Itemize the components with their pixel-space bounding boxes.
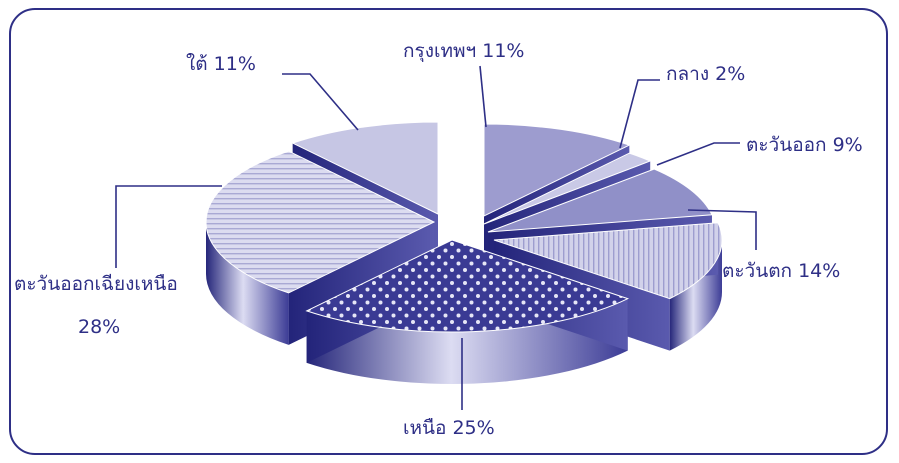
slice-label: เหนือ 25% <box>403 417 495 439</box>
slice-top <box>483 152 652 225</box>
leader-line <box>656 142 740 166</box>
leader-line <box>619 79 660 149</box>
slice-label: ตะวันออกเฉียงเหนือ <box>14 273 178 295</box>
slice-label: กลาง 2% <box>666 63 745 85</box>
slice-side <box>306 298 628 384</box>
slice-top <box>493 222 723 300</box>
slice-top <box>291 121 439 215</box>
leader-line <box>115 185 222 268</box>
slice-label: ตะวันตก 14% <box>722 260 840 282</box>
leader-lines <box>115 65 757 410</box>
slice-side <box>206 222 289 345</box>
pie-slice <box>305 239 629 384</box>
pie-slices <box>205 121 723 384</box>
chart-frame <box>9 8 888 455</box>
slice-label: ใต้ 11% <box>186 53 256 75</box>
slice-top <box>205 150 436 294</box>
slice-label: กรุงเทพฯ 11% <box>403 40 524 63</box>
slice-label: ตะวันออก 9% <box>746 134 863 156</box>
pie-slice <box>205 150 436 345</box>
leader-line <box>687 209 757 250</box>
slice-top <box>487 168 713 233</box>
slice-top <box>305 239 629 333</box>
slice-side <box>669 240 722 351</box>
leader-line <box>282 73 359 131</box>
slice-label-value: 28% <box>78 316 120 338</box>
leader-line <box>479 65 487 128</box>
slice-labels: กรุงเทพฯ 11% กลาง 2% ตะวันออก 9% ตะวันตก 14… <box>14 40 863 439</box>
